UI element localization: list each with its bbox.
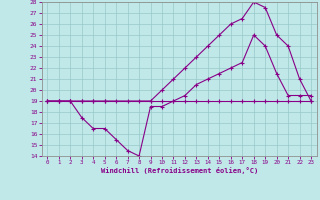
- X-axis label: Windchill (Refroidissement éolien,°C): Windchill (Refroidissement éolien,°C): [100, 167, 258, 174]
